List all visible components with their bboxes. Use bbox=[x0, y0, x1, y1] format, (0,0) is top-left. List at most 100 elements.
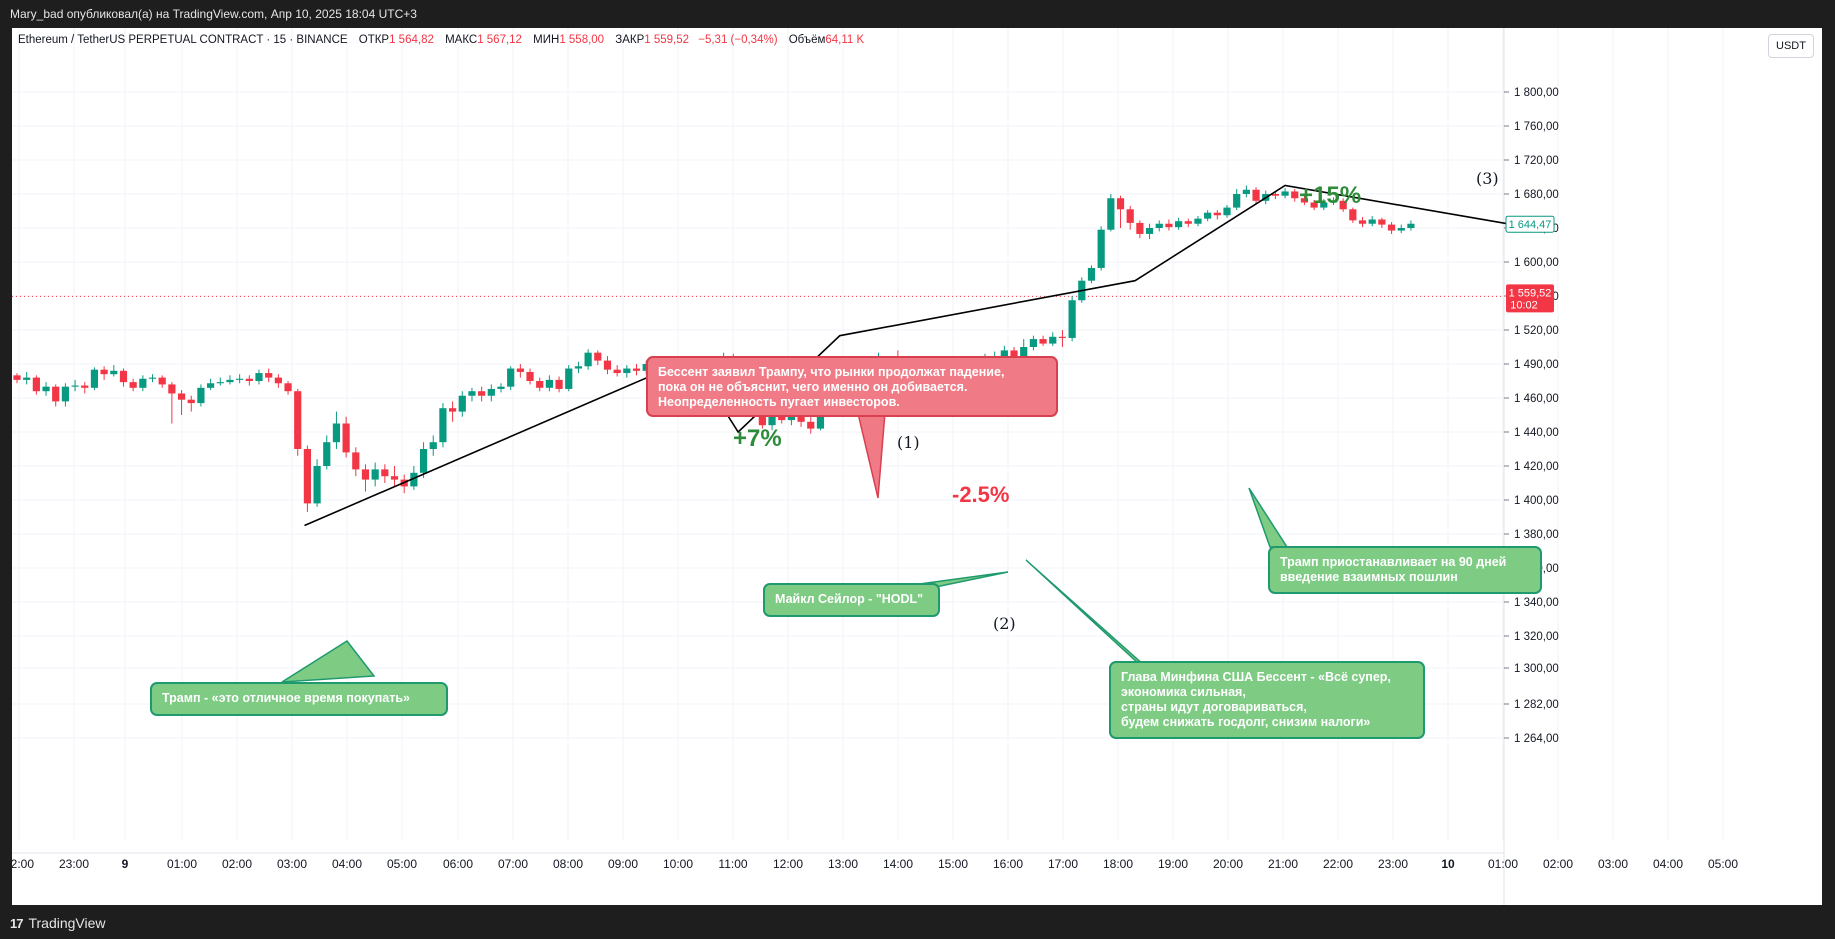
candle-body bbox=[603, 360, 612, 370]
candle-body bbox=[110, 370, 118, 375]
candle-body bbox=[768, 415, 776, 426]
candle-body bbox=[1136, 222, 1144, 234]
candle-body bbox=[216, 382, 224, 384]
candle-body bbox=[1020, 347, 1028, 357]
candle-body bbox=[632, 368, 641, 371]
candle-body bbox=[1281, 191, 1289, 196]
y-tick-label: 1 800,00 bbox=[1514, 87, 1559, 99]
candle-body bbox=[158, 377, 166, 385]
tradingview-logo[interactable]: 17 TradingView bbox=[10, 915, 106, 931]
candle-body bbox=[439, 408, 447, 443]
x-tick-label: 01:00 bbox=[167, 857, 197, 871]
candle-body bbox=[1349, 209, 1357, 221]
x-tick-label: 11:00 bbox=[718, 857, 747, 871]
candle-body bbox=[458, 395, 466, 412]
candle-body bbox=[274, 377, 282, 384]
candle-body bbox=[584, 352, 592, 367]
candle-body bbox=[1116, 198, 1125, 210]
candle-body bbox=[623, 368, 631, 374]
callout-tariffs-pause[interactable]: Трамп приостанавливает на 90 дней введен… bbox=[1268, 546, 1542, 594]
wave-label-1: (1) bbox=[897, 433, 920, 452]
footer-bar: 17 TradingView bbox=[0, 907, 1835, 939]
candle-body bbox=[129, 382, 137, 388]
callout-bessent-economy[interactable]: Глава Минфина США Бессент - «Всё супер, … bbox=[1109, 661, 1425, 739]
candle-body bbox=[294, 391, 302, 449]
y-tick-label: 1 720,00 bbox=[1514, 155, 1559, 167]
candle-body bbox=[23, 377, 31, 380]
line-price-tag bbox=[1505, 215, 1555, 233]
candle-body bbox=[1358, 220, 1367, 224]
y-tick-label: 1 282,00 bbox=[1514, 699, 1559, 711]
candle-body bbox=[429, 442, 437, 449]
x-tick-label: 02:00 bbox=[1543, 857, 1573, 871]
y-tick-label: 1 600,00 bbox=[1514, 257, 1559, 269]
candle-body bbox=[468, 391, 476, 396]
candle-body bbox=[613, 369, 621, 374]
candle-body bbox=[332, 423, 341, 443]
callout-trump-buy[interactable]: Трамп - «это отличное время покупать» bbox=[150, 682, 448, 716]
x-tick-label: 19:00 bbox=[1158, 857, 1188, 871]
y-tick-label: 1 380,00 bbox=[1514, 529, 1559, 541]
y-tick-label: 1 264,00 bbox=[1514, 733, 1559, 745]
candle-body bbox=[371, 469, 379, 480]
candle-body bbox=[284, 383, 292, 392]
pointer-trump-buy bbox=[281, 640, 376, 683]
candle-body bbox=[313, 466, 321, 504]
x-tick-label: 22:00 bbox=[1323, 857, 1353, 871]
candle-body bbox=[1271, 194, 1279, 196]
x-tick-label: 16:00 bbox=[993, 857, 1023, 871]
x-tick-label: 07:00 bbox=[498, 857, 528, 871]
candle-body bbox=[197, 387, 205, 404]
candle-body bbox=[1252, 189, 1260, 201]
candle-body bbox=[1223, 207, 1231, 216]
y-tick-label: 1 520,00 bbox=[1514, 325, 1559, 337]
candle-body bbox=[1194, 218, 1202, 224]
close-label: ЗАКР bbox=[615, 34, 645, 46]
x-tick-label: 18:00 bbox=[1103, 857, 1133, 871]
candle-body bbox=[236, 378, 244, 380]
candle-body bbox=[361, 469, 370, 480]
volume-value: 64,11 K bbox=[825, 34, 865, 46]
candle-body bbox=[1058, 336, 1067, 338]
wave-label-2: (2) bbox=[993, 614, 1016, 633]
price-chart[interactable]: 22:00 23:00 9 01:00 02:00 03:00 04:00 05:00 06:0… bbox=[12, 28, 1822, 905]
y-tick-label: 1 420,00 bbox=[1514, 461, 1559, 473]
x-tick-label: 10:00 bbox=[663, 857, 693, 871]
candle-body bbox=[807, 421, 815, 429]
symbol-title[interactable]: Ethereum / TetherUS PERPETUAL CONTRACT ·… bbox=[18, 34, 348, 46]
candle-body bbox=[187, 399, 195, 404]
x-tick-label: 17:00 bbox=[1048, 857, 1078, 871]
x-tick-label: 03:00 bbox=[277, 857, 307, 871]
x-tick-label: 06:00 bbox=[443, 857, 473, 871]
callout-saylor-hodl[interactable]: Майкл Сейлор - "HODL" bbox=[763, 583, 940, 617]
candle-body bbox=[119, 370, 128, 383]
candle-body bbox=[1378, 219, 1386, 225]
publish-line: Mary_bad опубликовал(а) на TradingView.c… bbox=[10, 7, 417, 21]
y-tick-label: 1 300,00 bbox=[1514, 663, 1559, 675]
x-tick-label: 23:00 bbox=[59, 857, 89, 871]
candle-body bbox=[536, 381, 544, 388]
candle-body bbox=[410, 472, 418, 487]
candle-body bbox=[1165, 223, 1173, 228]
x-tick-label: 21:00 bbox=[1268, 857, 1298, 871]
candle-body bbox=[565, 368, 573, 389]
y-tick-label: 1 340,00 bbox=[1514, 597, 1559, 609]
candle-body bbox=[42, 386, 50, 392]
candle-body bbox=[1310, 202, 1318, 208]
candle-body bbox=[168, 384, 176, 394]
candle-body bbox=[245, 378, 253, 381]
publish-header: Mary_bad опубликовал(а) на TradingView.c… bbox=[0, 0, 1835, 28]
change-value: −5,31 (−0,34%) bbox=[698, 34, 778, 46]
x-tick-label: 15:00 bbox=[938, 857, 968, 871]
candle-body bbox=[148, 377, 157, 379]
candle-body bbox=[1397, 228, 1405, 231]
candle-body bbox=[555, 379, 563, 389]
candle-body bbox=[478, 391, 486, 396]
x-tick-label: 02:00 bbox=[222, 857, 252, 871]
candle-body bbox=[81, 385, 89, 388]
callout-bessent-uncertainty[interactable]: Бессент заявил Трампу, что рынки продолж… bbox=[646, 356, 1058, 417]
tradingview-logo-icon: 17 bbox=[10, 915, 24, 931]
candle-body bbox=[90, 369, 99, 388]
currency-button[interactable]: USDT bbox=[1768, 34, 1814, 58]
x-tick-label: 04:00 bbox=[332, 857, 362, 871]
